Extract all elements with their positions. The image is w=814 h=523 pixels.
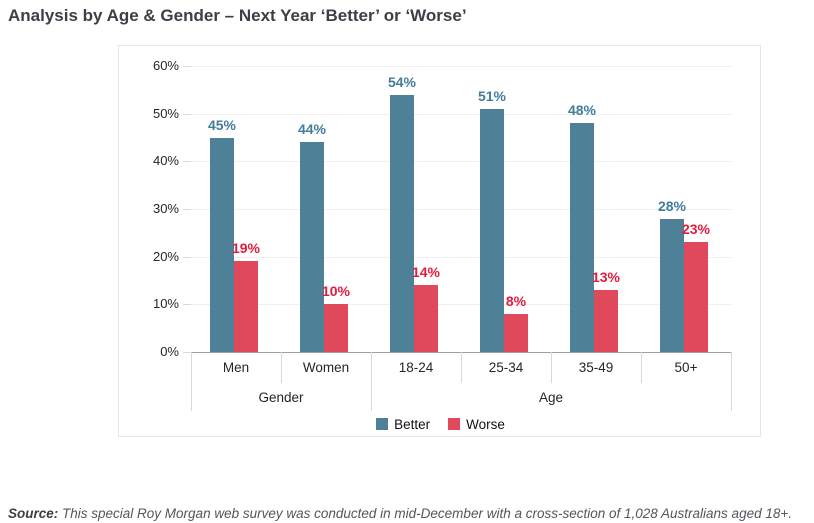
bar-value-label: 54% [387, 73, 417, 90]
legend-label: Better [394, 416, 431, 432]
category-label-men: Men [222, 360, 250, 375]
bar-value-label: 51% [477, 87, 507, 104]
y-axis-tick-label: 20% [152, 248, 179, 264]
bar-worse-25-34 [504, 313, 528, 352]
legend-swatch-icon [376, 418, 389, 430]
source-text: This special Roy Morgan web survey was c… [58, 505, 792, 521]
group-divider [191, 383, 192, 411]
y-axis-tick-mark [183, 161, 191, 163]
category-label-50+: 50+ [674, 360, 698, 375]
bar-worse-35-49 [594, 290, 618, 352]
bar-worse-18-24 [414, 285, 438, 352]
bar-better-35-49 [570, 123, 594, 352]
page-title: Analysis by Age & Gender – Next Year ‘Be… [8, 6, 467, 25]
category-divider [551, 352, 552, 383]
legend-item-worse: Worse [448, 417, 505, 432]
bar-better-18-24 [390, 94, 414, 352]
bar-better-men [210, 137, 234, 352]
category-label-women: Women [302, 360, 350, 375]
y-axis-tick-label: 10% [152, 296, 179, 312]
source-label: Source: [8, 505, 59, 521]
y-axis-tick-mark [183, 304, 191, 306]
bar-value-label: 23% [681, 221, 711, 238]
y-axis-tick-mark [183, 256, 191, 258]
y-axis-tick-label: 0% [160, 344, 179, 359]
bar-value-label: 44% [297, 121, 327, 138]
category-divider [461, 352, 462, 383]
category-divider [371, 352, 372, 383]
chart-container: 0% 10% 20% 30% 40% 50% 60% 45% 19% 44% 10% 54% 14% 51… [118, 45, 761, 437]
gridline-50 [191, 113, 731, 115]
source-note: Source: This special Roy Morgan web surv… [8, 505, 808, 523]
category-divider [641, 352, 642, 383]
bar-value-label: 19% [231, 240, 261, 257]
bar-worse-50+ [684, 242, 708, 352]
bar-value-label: 45% [207, 116, 237, 133]
gridline-10 [191, 304, 731, 306]
group-divider [731, 383, 732, 411]
category-label-35-49: 35-49 [578, 360, 614, 375]
bar-value-label: 10% [321, 283, 351, 300]
category-label-25-34: 25-34 [488, 360, 524, 375]
y-axis-tick-mark [183, 352, 191, 353]
bar-worse-men [234, 261, 258, 352]
category-label-18-24: 18-24 [398, 360, 434, 375]
bar-worse-women [324, 304, 348, 352]
legend-item-better: Better [376, 417, 430, 432]
bar-better-25-34 [480, 108, 504, 352]
legend-label: Worse [466, 416, 505, 432]
bar-better-50+ [660, 218, 684, 352]
category-divider [281, 352, 282, 383]
y-axis-tick-mark [183, 209, 191, 210]
bar-better-women [300, 142, 324, 352]
bar-value-label: 28% [657, 197, 687, 214]
bar-value-label: 14% [411, 264, 441, 281]
chart-legend: Better Worse [119, 414, 762, 434]
gridline-60 [191, 66, 731, 67]
bar-value-label: 13% [591, 269, 621, 286]
y-axis-tick-label: 30% [152, 201, 179, 216]
group-divider [371, 383, 372, 411]
bar-value-label: 8% [505, 292, 527, 309]
bar-value-label: 48% [567, 102, 597, 119]
y-axis-tick-label: 40% [152, 153, 179, 169]
y-axis-tick-mark [183, 66, 191, 67]
gridline-30 [191, 209, 731, 210]
y-axis-tick-label: 50% [152, 105, 179, 121]
category-divider [191, 352, 192, 383]
y-axis-tick-label: 60% [152, 58, 179, 73]
gridline-20 [191, 256, 731, 258]
y-axis-tick-mark [183, 113, 191, 115]
category-divider [731, 352, 732, 383]
legend-swatch-icon [448, 418, 461, 430]
group-label-age: Age [538, 389, 564, 405]
group-label-gender: Gender [258, 389, 304, 405]
gridline-40 [191, 161, 731, 163]
